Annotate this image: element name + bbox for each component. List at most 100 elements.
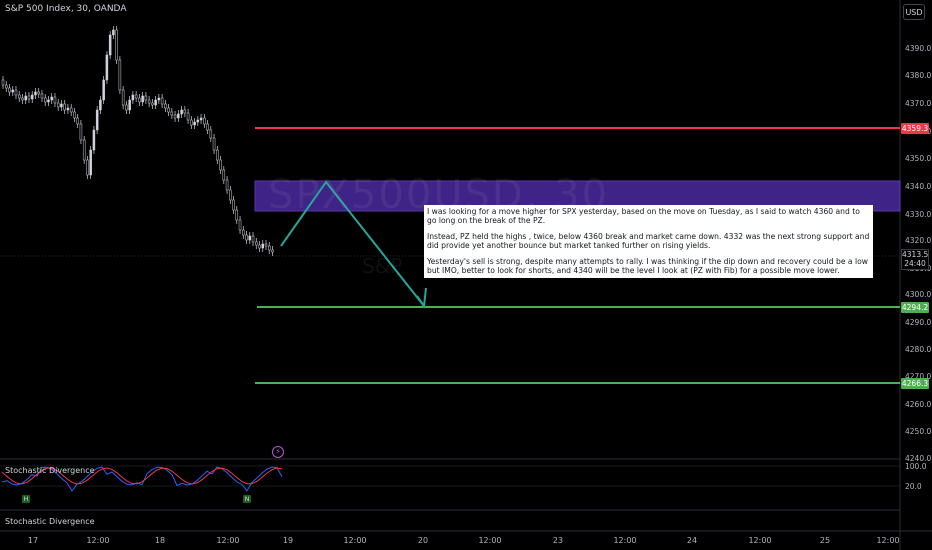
candle-body xyxy=(99,99,102,111)
candle-body xyxy=(27,95,31,100)
divergence-marker-h: H xyxy=(22,495,30,503)
candle-body xyxy=(1,79,5,86)
projection-arrowhead xyxy=(416,287,427,309)
candle-body xyxy=(134,94,138,99)
candle-body xyxy=(229,189,232,201)
last-price-badge: 4313.5 24:40 xyxy=(901,249,929,270)
candle-body xyxy=(222,169,226,181)
candle-body xyxy=(180,109,183,115)
candle-body xyxy=(245,234,248,241)
note-paragraph-1: I was looking for a move higher for SPX … xyxy=(427,207,860,226)
candle-body xyxy=(170,111,174,116)
candle-body xyxy=(261,243,265,249)
candle-body xyxy=(167,107,170,113)
price-tick: 4280.0 xyxy=(905,345,932,354)
candle-body xyxy=(66,107,70,111)
candle-body xyxy=(203,117,206,125)
candle-body xyxy=(164,103,167,109)
time-tick: 12:00 xyxy=(478,536,502,545)
candle-body xyxy=(34,91,37,96)
candle-body xyxy=(268,245,271,251)
candle-body xyxy=(141,95,144,103)
candle-body xyxy=(105,54,109,81)
candle-body xyxy=(144,95,148,101)
stoch-d-line xyxy=(1,467,283,485)
candle-body xyxy=(73,111,76,119)
candle-body xyxy=(63,103,66,111)
candle-body xyxy=(121,89,125,106)
candle-body xyxy=(173,114,177,119)
candle-body xyxy=(102,79,105,101)
candle-body xyxy=(190,119,193,126)
price-tick: 4240.0 xyxy=(905,454,932,463)
candle-body xyxy=(8,87,11,93)
note-paragraph-3: Yesterday's sell is strong, despite many… xyxy=(427,256,868,276)
candle-body xyxy=(79,123,83,141)
candle-body xyxy=(86,159,89,176)
price-tick: 4380.0 xyxy=(905,71,932,80)
price-tick: 4340.0 xyxy=(905,182,932,191)
candle-body xyxy=(154,99,157,106)
support-price-badge-2: 4266.3 xyxy=(901,378,929,389)
candle-body xyxy=(76,117,79,125)
candle-body xyxy=(131,94,135,101)
candle-body xyxy=(92,129,96,151)
candle-body xyxy=(69,107,73,113)
candle-body xyxy=(199,117,203,121)
time-tick: 23 xyxy=(552,536,564,545)
lightning-icon[interactable]: ⚡ xyxy=(272,446,284,458)
symbol-title[interactable]: S&P 500 Index, 30, OANDA xyxy=(5,4,127,14)
annotation-note[interactable]: I was looking for a move higher for SPX … xyxy=(424,205,873,278)
time-tick: 20 xyxy=(417,536,429,545)
candle-body xyxy=(24,95,27,101)
candle-body xyxy=(138,97,141,103)
candle-body xyxy=(82,139,86,161)
candle-body xyxy=(251,235,255,243)
candle-body xyxy=(40,93,44,99)
candle-body xyxy=(14,89,18,96)
resistance-price-badge: 4359.3 xyxy=(901,123,929,134)
candle-body xyxy=(53,96,57,104)
candle-body xyxy=(235,209,239,221)
candle-body xyxy=(177,113,180,119)
osc-tick-100: 100.0 xyxy=(905,462,927,471)
bar-countdown: 24:40 xyxy=(904,259,926,268)
candle-body xyxy=(89,149,92,176)
candle-body xyxy=(248,235,252,241)
candle-body xyxy=(112,29,115,36)
osc-tick-20: 20.0 xyxy=(905,482,922,491)
time-tick: 12:00 xyxy=(613,536,637,545)
candle-body xyxy=(255,241,258,246)
candle-body xyxy=(206,123,209,131)
candle-body xyxy=(219,159,222,171)
candle-body xyxy=(160,97,164,105)
candle-body xyxy=(50,96,53,101)
candle-body xyxy=(196,119,200,123)
candle-body xyxy=(37,91,40,95)
time-tick: 18 xyxy=(154,536,166,545)
time-tick: 24 xyxy=(686,536,698,545)
time-tick: 12:00 xyxy=(876,536,900,545)
indicator-title-bottom[interactable]: Stochastic Divergence xyxy=(5,517,95,526)
price-tick: 4330.0 xyxy=(905,210,932,219)
indicator-title[interactable]: Stochastic Divergence xyxy=(5,466,95,475)
candle-body xyxy=(238,219,242,231)
currency-button[interactable]: USD xyxy=(903,4,925,20)
price-tick: 4320.0 xyxy=(905,236,932,245)
time-tick: 12:00 xyxy=(86,536,110,545)
candle-body xyxy=(242,229,245,236)
candle-body xyxy=(17,94,21,99)
candle-body xyxy=(186,112,190,121)
time-tick: 25 xyxy=(819,536,831,545)
time-tick: 12:00 xyxy=(748,536,772,545)
price-tick: 4370.0 xyxy=(905,99,932,108)
price-tick: 4260.0 xyxy=(905,400,932,409)
divergence-marker-n: N xyxy=(243,495,251,503)
candle-body xyxy=(216,149,219,161)
support-price-badge-1: 4294.2 xyxy=(901,302,929,313)
candle-body xyxy=(95,109,99,131)
price-tick: 4290.0 xyxy=(905,318,932,327)
candle-body xyxy=(125,104,128,111)
candle-body xyxy=(209,129,213,139)
